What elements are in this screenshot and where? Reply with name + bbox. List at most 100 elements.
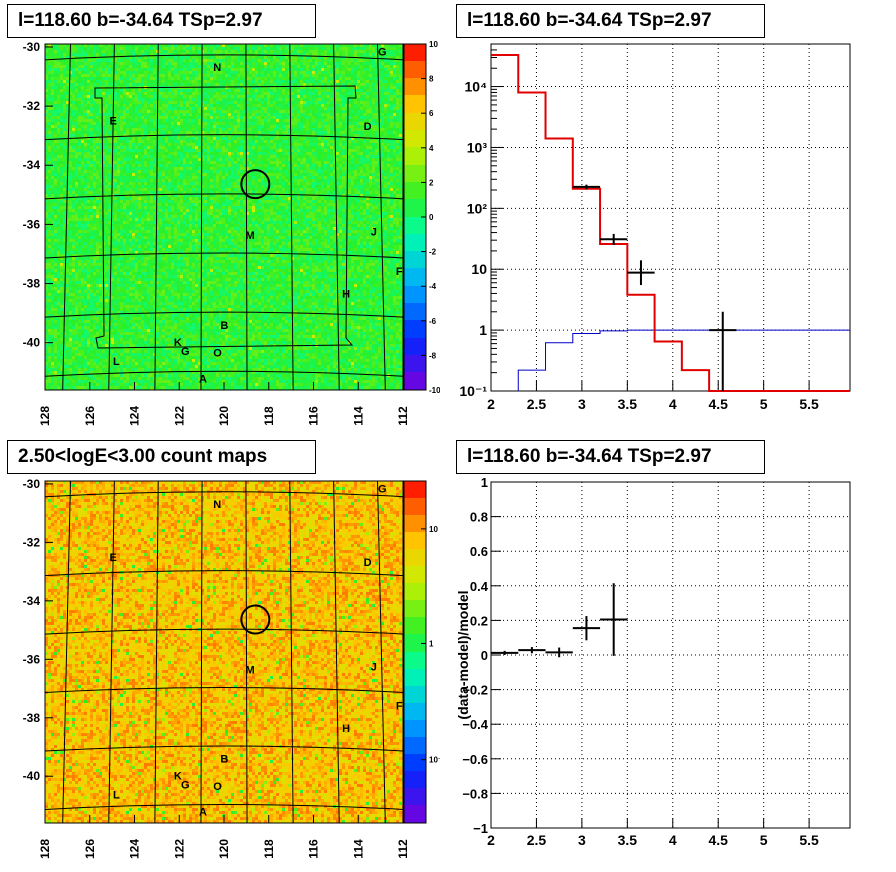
- y-tick-label: −1: [473, 821, 488, 836]
- source-label-D: D: [364, 121, 372, 133]
- y-tick-label: 0.6: [470, 544, 488, 559]
- grid-latitude-line: [44, 54, 404, 61]
- grid-longitude-line: [376, 43, 386, 391]
- grid-longitude-line: [376, 480, 386, 824]
- y-tick-label: -32: [23, 99, 41, 113]
- source-label-K: K: [174, 771, 182, 783]
- grid-latitude-line: [44, 628, 404, 635]
- colorbar-tick-label: -4: [429, 282, 437, 291]
- y-tick-label: 0: [481, 648, 488, 663]
- map-frame: [44, 480, 404, 824]
- grid-latitude-line: [44, 803, 404, 810]
- x-tick-label: 2.5: [527, 396, 547, 412]
- y-tick-label: -30: [23, 40, 41, 54]
- y-tick-label: 10⁴: [465, 79, 488, 95]
- x-tick-label: 3.5: [618, 832, 638, 848]
- grid-latitude-line: [44, 252, 404, 259]
- grid-latitude-line: [44, 370, 404, 377]
- grid-latitude-line: [44, 570, 404, 577]
- y-tick-label: -40: [23, 336, 41, 350]
- count-map-heatmap: [45, 481, 403, 823]
- model-total-histogram: [491, 53, 850, 392]
- grid-longitude-line: [154, 43, 159, 391]
- colorbar-tick-label: 4: [429, 144, 434, 153]
- count-map-colorbar: [404, 481, 426, 823]
- x-tick-label: 3: [578, 396, 586, 412]
- spectrum-plot: 2 2.5 3 3.5 4 4.5 5 5.5 10⁻¹ 1 10 10² 10³ 10⁴: [459, 43, 851, 412]
- x-tick-label: 126: [83, 406, 97, 426]
- source-label-L: L: [113, 356, 120, 368]
- y-tick-label: 0.4: [470, 579, 489, 594]
- colorbar-tick-label: 10: [429, 40, 438, 49]
- colorbar-tick-label: 10⁻¹: [429, 756, 440, 765]
- x-tick-label: 2: [487, 396, 495, 412]
- grid-latitude-line: [44, 745, 404, 752]
- x-tick-label: 116: [307, 406, 321, 426]
- source-label-F: F: [396, 266, 403, 278]
- source-label-A: A: [199, 807, 207, 819]
- grid-longitude-line: [108, 43, 115, 391]
- source-label-J: J: [371, 226, 377, 238]
- y-tick-label: −0.8: [462, 786, 488, 801]
- grid-longitude-line: [200, 43, 203, 391]
- x-tick-label: 118: [262, 839, 276, 859]
- ts-map-heatmap: [45, 44, 403, 390]
- y-tick-label: 10³: [467, 139, 488, 155]
- source-label-D: D: [364, 557, 372, 569]
- y-tick-label: 0.8: [470, 510, 488, 525]
- y-tick-label: −0.6: [462, 752, 488, 767]
- x-tick-label: 112: [396, 839, 410, 859]
- colorbar-tick-label: 6: [429, 109, 434, 118]
- y-tick-label: -38: [23, 277, 41, 291]
- grid-longitude-line: [333, 480, 340, 824]
- source-label-F: F: [396, 701, 403, 713]
- source-label-K: K: [174, 337, 182, 349]
- y-tick-label: −0.4: [462, 717, 488, 732]
- ts-map-title: l=118.60 b=-34.64 TSp=2.97: [7, 4, 316, 38]
- source-label-M: M: [245, 230, 254, 242]
- grid-latitude-line: [44, 687, 404, 694]
- y-tick-label: -36: [23, 217, 41, 231]
- x-tick-label: 4.5: [708, 832, 728, 848]
- source-label-J: J: [371, 661, 377, 673]
- x-tick-label: 5: [760, 396, 768, 412]
- x-tick-label: 4.5: [708, 396, 728, 412]
- roi-boundary: [94, 85, 357, 349]
- y-tick-label: 1: [481, 475, 488, 490]
- count-map-title: 2.50<logE<3.00 count maps: [7, 440, 316, 474]
- x-tick-label: 5.5: [799, 396, 819, 412]
- model-source-histogram: [517, 329, 850, 391]
- ts-map-panel: 128 126 124 122 120 118 116 114 112 -30 -32 -34 -36 -…: [0, 0, 440, 436]
- grid-longitude-line: [108, 480, 115, 824]
- colorbar-tick-label: -8: [429, 351, 437, 360]
- marked-source-circle: [240, 169, 271, 200]
- y-tick-label: 10: [471, 261, 487, 277]
- source-label-N: N: [213, 499, 221, 511]
- y-tick-label: 10⁻¹: [459, 383, 487, 399]
- x-tick-label: 114: [351, 406, 365, 426]
- colorbar-tick-label: 2: [429, 178, 434, 187]
- y-tick-label: −0.2: [462, 683, 488, 698]
- source-label-E: E: [109, 116, 116, 128]
- residual-panel: 2 2.5 3 3.5 4 4.5 5 5.5 1 0.8 0.6 0.4 0.2 0 −0.2 −0.4 −0…: [448, 436, 896, 872]
- colorbar-tick-label: 0: [429, 213, 434, 222]
- spectrum-title: l=118.60 b=-34.64 TSp=2.97: [456, 4, 765, 38]
- colorbar-tick-label: -2: [429, 248, 437, 257]
- source-label-H: H: [342, 723, 350, 735]
- ts-map-colorbar: [404, 44, 426, 390]
- x-tick-label: 124: [128, 839, 142, 859]
- grid-latitude-line: [44, 491, 404, 498]
- source-label-L: L: [113, 790, 120, 802]
- grid-longitude-line: [289, 480, 294, 824]
- x-tick-label: 3: [578, 832, 586, 848]
- grid-longitude-line: [245, 43, 248, 391]
- source-label-O: O: [213, 781, 222, 793]
- y-tick-label: -34: [23, 594, 41, 608]
- source-label-O: O: [213, 347, 222, 359]
- residual-title: l=118.60 b=-34.64 TSp=2.97: [456, 440, 765, 474]
- grid-longitude-line: [289, 43, 294, 391]
- x-tick-label: 2: [487, 832, 495, 848]
- y-tick-label: 1: [479, 322, 487, 338]
- grid-longitude-line: [245, 480, 248, 824]
- colorbar-tick-label: 10: [429, 525, 438, 534]
